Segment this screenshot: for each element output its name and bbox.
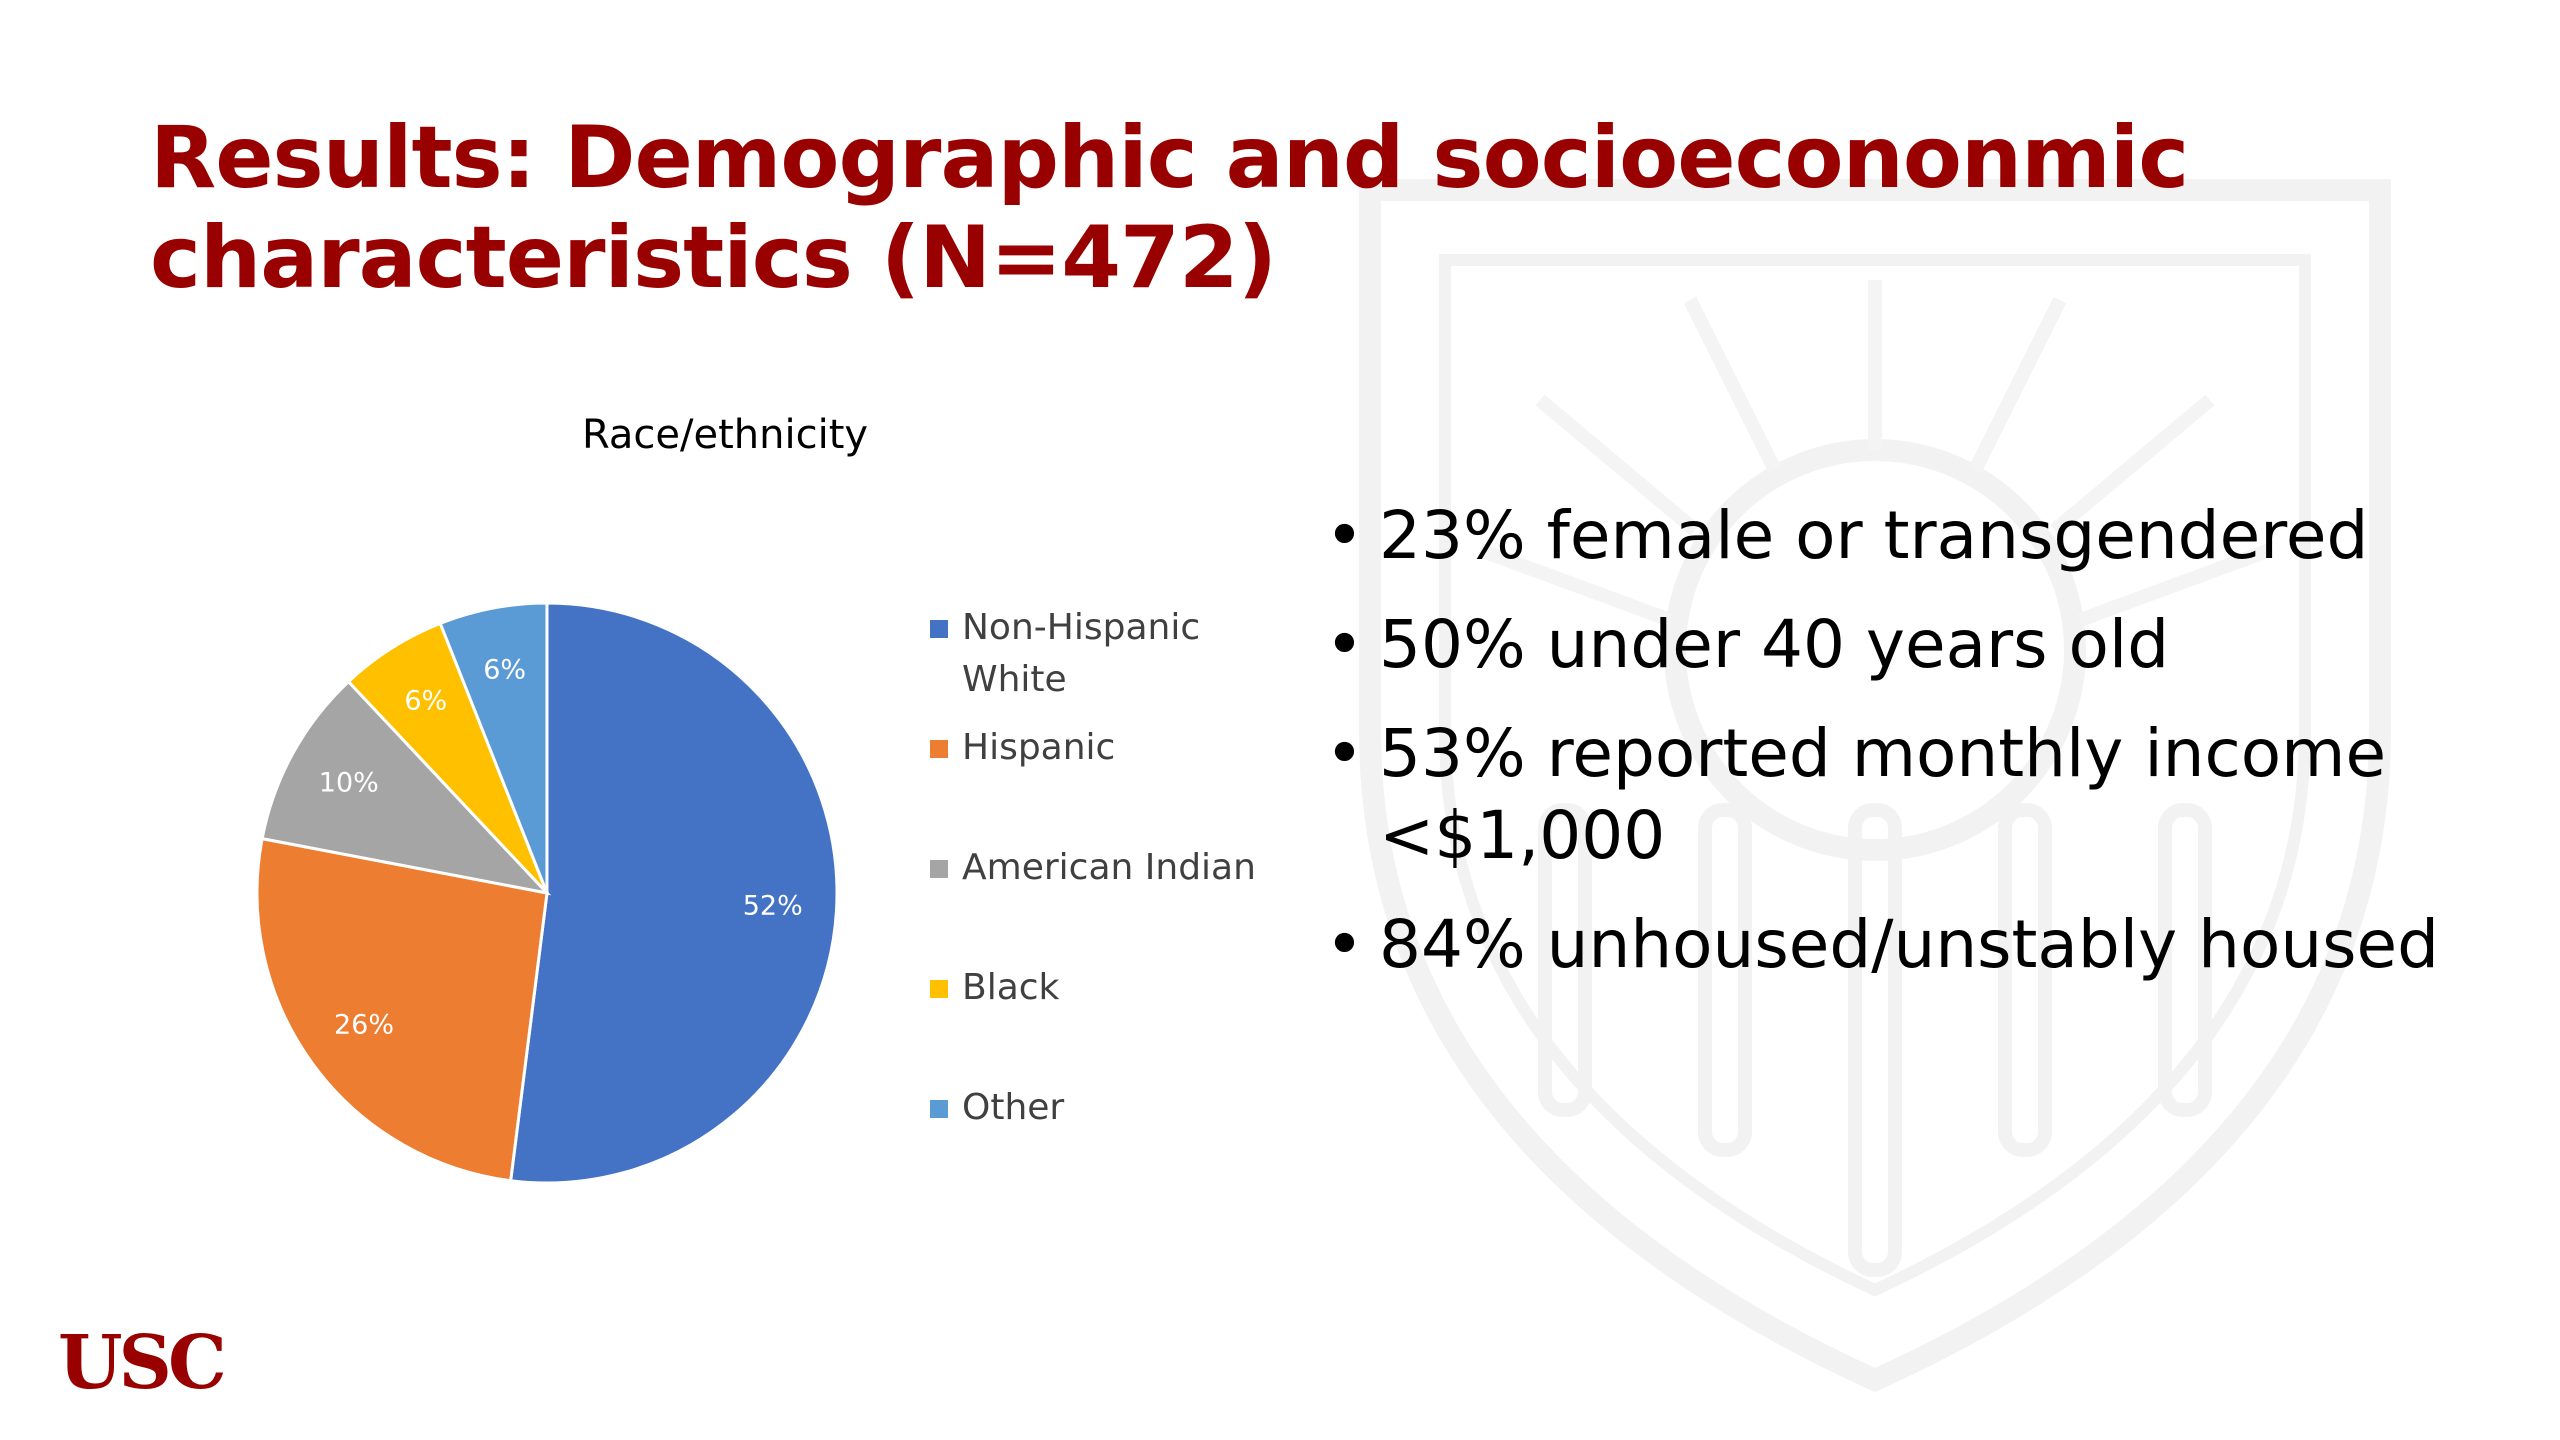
usc-logo: USC: [58, 1320, 227, 1406]
pie-chart-plot: 52% 26% 10% 6% 6%: [255, 601, 839, 1185]
legend-label: Other: [962, 1087, 1065, 1128]
bullet-text: 50% under 40 years old: [1379, 606, 2170, 683]
legend-item: Black: [930, 962, 1310, 1014]
bullet-dot-icon: •: [1325, 906, 1364, 983]
bullet-item: • 23% female or transgendered: [1325, 495, 2475, 577]
pie-slice-non-hispanic-white: [508, 601, 839, 1185]
pie-chart: Race/ethnicity 52% 26% 10% 6% 6% Non-Hispani…: [150, 380, 1300, 1230]
slide-title: Results: Demographic and socioecononmic …: [150, 108, 2400, 308]
bullet-dot-icon: •: [1325, 606, 1364, 683]
bullet-dot-icon: •: [1325, 715, 1364, 792]
usc-seal-watermark: [1359, 179, 2391, 1393]
pie-data-label: 26%: [334, 1009, 394, 1040]
legend-item: Non-Hispanic White: [930, 602, 1310, 706]
pie-data-label: 52%: [743, 891, 803, 922]
legend-label: American Indian: [962, 847, 1256, 888]
legend-item: Hispanic: [930, 722, 1310, 774]
pie-data-label: 6%: [404, 686, 447, 717]
legend-item: Other: [930, 1082, 1310, 1134]
bullet-item: • 53% reported monthly income <$1,000: [1325, 713, 2475, 877]
bullet-dot-icon: •: [1325, 497, 1364, 574]
bullet-item: • 50% under 40 years old: [1325, 604, 2475, 686]
pie-slice-hispanic: [255, 836, 549, 1183]
bullet-list: • 23% female or transgendered • 50% under …: [1325, 495, 2475, 1013]
bullet-text: 23% female or transgendered: [1379, 497, 2369, 574]
legend-swatch-icon: [930, 740, 948, 758]
legend-swatch-icon: [930, 620, 948, 638]
legend-label: Non-Hispanic White: [962, 607, 1201, 700]
pie-slice-other: [438, 601, 549, 894]
bullet-text: 53% reported monthly income <$1,000: [1379, 715, 2387, 874]
bullet-item: • 84% unhoused/unstably housed: [1325, 904, 2475, 986]
pie-data-label: 10%: [319, 768, 379, 799]
legend-swatch-icon: [930, 860, 948, 878]
pie-slice-american-indian: [260, 679, 552, 896]
pie-data-label: 6%: [483, 654, 526, 685]
slide-title-line-1: Results: Demographic and socioecononmic: [150, 108, 2189, 208]
bullet-text: 84% unhoused/unstably housed: [1379, 906, 2440, 983]
legend-label: Hispanic: [962, 727, 1116, 768]
chart-title: Race/ethnicity: [582, 412, 869, 458]
legend-item: American Indian: [930, 842, 1310, 894]
legend-label: Black: [962, 967, 1060, 1008]
slide-title-line-2: characteristics (N=472): [150, 208, 1277, 308]
legend-swatch-icon: [930, 980, 948, 998]
legend-swatch-icon: [930, 1100, 948, 1118]
